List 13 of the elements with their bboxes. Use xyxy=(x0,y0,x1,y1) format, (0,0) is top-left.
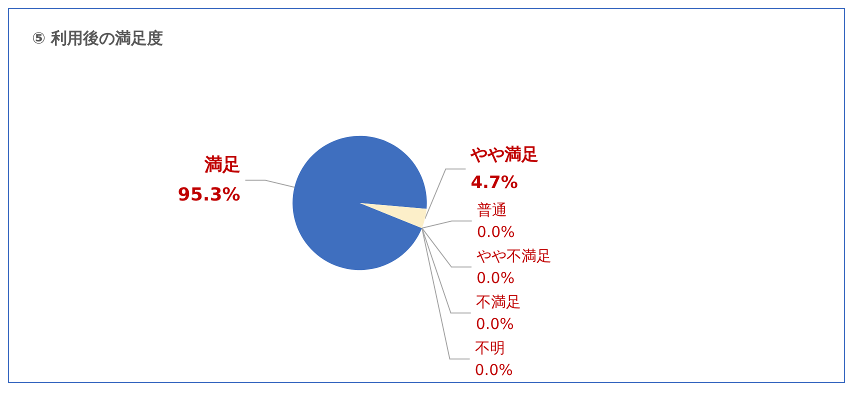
slice-label: 満足 xyxy=(203,154,240,176)
text: 0.0% xyxy=(476,269,515,287)
category-label: 不明 xyxy=(474,339,505,357)
text: 0.0% xyxy=(474,361,513,379)
text: 0.0% xyxy=(476,315,514,333)
category-label: やや不満足 xyxy=(476,247,552,265)
category-label: 普通 xyxy=(476,201,507,219)
category-label: 不満足 xyxy=(476,293,521,311)
text: 0.0% xyxy=(476,223,515,241)
data-label: 4.7% xyxy=(470,173,518,193)
chart-title: ⑤ 利用後の満足度 xyxy=(32,28,164,48)
slice-label: やや満足 xyxy=(470,145,539,165)
data-label: 95.3% xyxy=(178,184,240,206)
